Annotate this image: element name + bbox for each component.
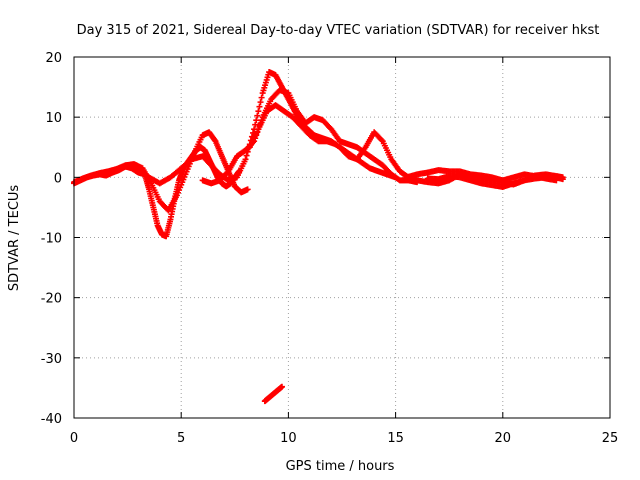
y-tick-label: 10: [45, 111, 62, 126]
data-point: [211, 137, 218, 144]
x-tick-label: 15: [387, 431, 404, 446]
series-track-b: [71, 129, 251, 214]
data-point: [242, 156, 249, 163]
data-point: [378, 137, 385, 144]
data-point: [258, 94, 265, 101]
data-point: [256, 103, 263, 110]
grid: [74, 57, 610, 418]
data-point: [244, 186, 251, 193]
data-point: [257, 99, 264, 106]
y-tick-label: -10: [41, 232, 62, 247]
y-tick-label: -40: [41, 412, 62, 427]
x-axis-label: GPS time / hours: [286, 459, 395, 474]
y-tick-label: 20: [45, 51, 62, 66]
chart-title: Day 315 of 2021, Sidereal Day-to-day VTE…: [77, 23, 600, 38]
axis-ticks: 0 5 10 15 20 25 -40 -30 -20 -10 0 10 20: [41, 51, 619, 446]
x-tick-label: 10: [280, 431, 297, 446]
series-track-e: [246, 102, 399, 181]
y-tick-label: -30: [41, 352, 62, 367]
series-outlier: [261, 383, 285, 405]
x-tick-label: 0: [70, 431, 78, 446]
y-axis-label: SDTVAR / TECUs: [7, 185, 22, 292]
data-point: [392, 174, 399, 181]
data-point: [278, 383, 285, 390]
series-track-h: [403, 167, 560, 184]
data-point: [559, 174, 566, 181]
y-tick-label: 0: [54, 171, 62, 186]
data-point: [224, 169, 231, 176]
data-points: [71, 69, 566, 405]
y-tick-label: -20: [41, 292, 62, 307]
data-point: [553, 177, 560, 184]
x-tick-label: 5: [177, 431, 185, 446]
data-point: [243, 152, 250, 159]
data-point: [253, 117, 260, 124]
data-point: [252, 121, 259, 128]
data-point: [254, 112, 261, 119]
x-tick-label: 20: [495, 431, 512, 446]
data-point: [255, 108, 262, 115]
x-tick-label: 25: [602, 431, 619, 446]
